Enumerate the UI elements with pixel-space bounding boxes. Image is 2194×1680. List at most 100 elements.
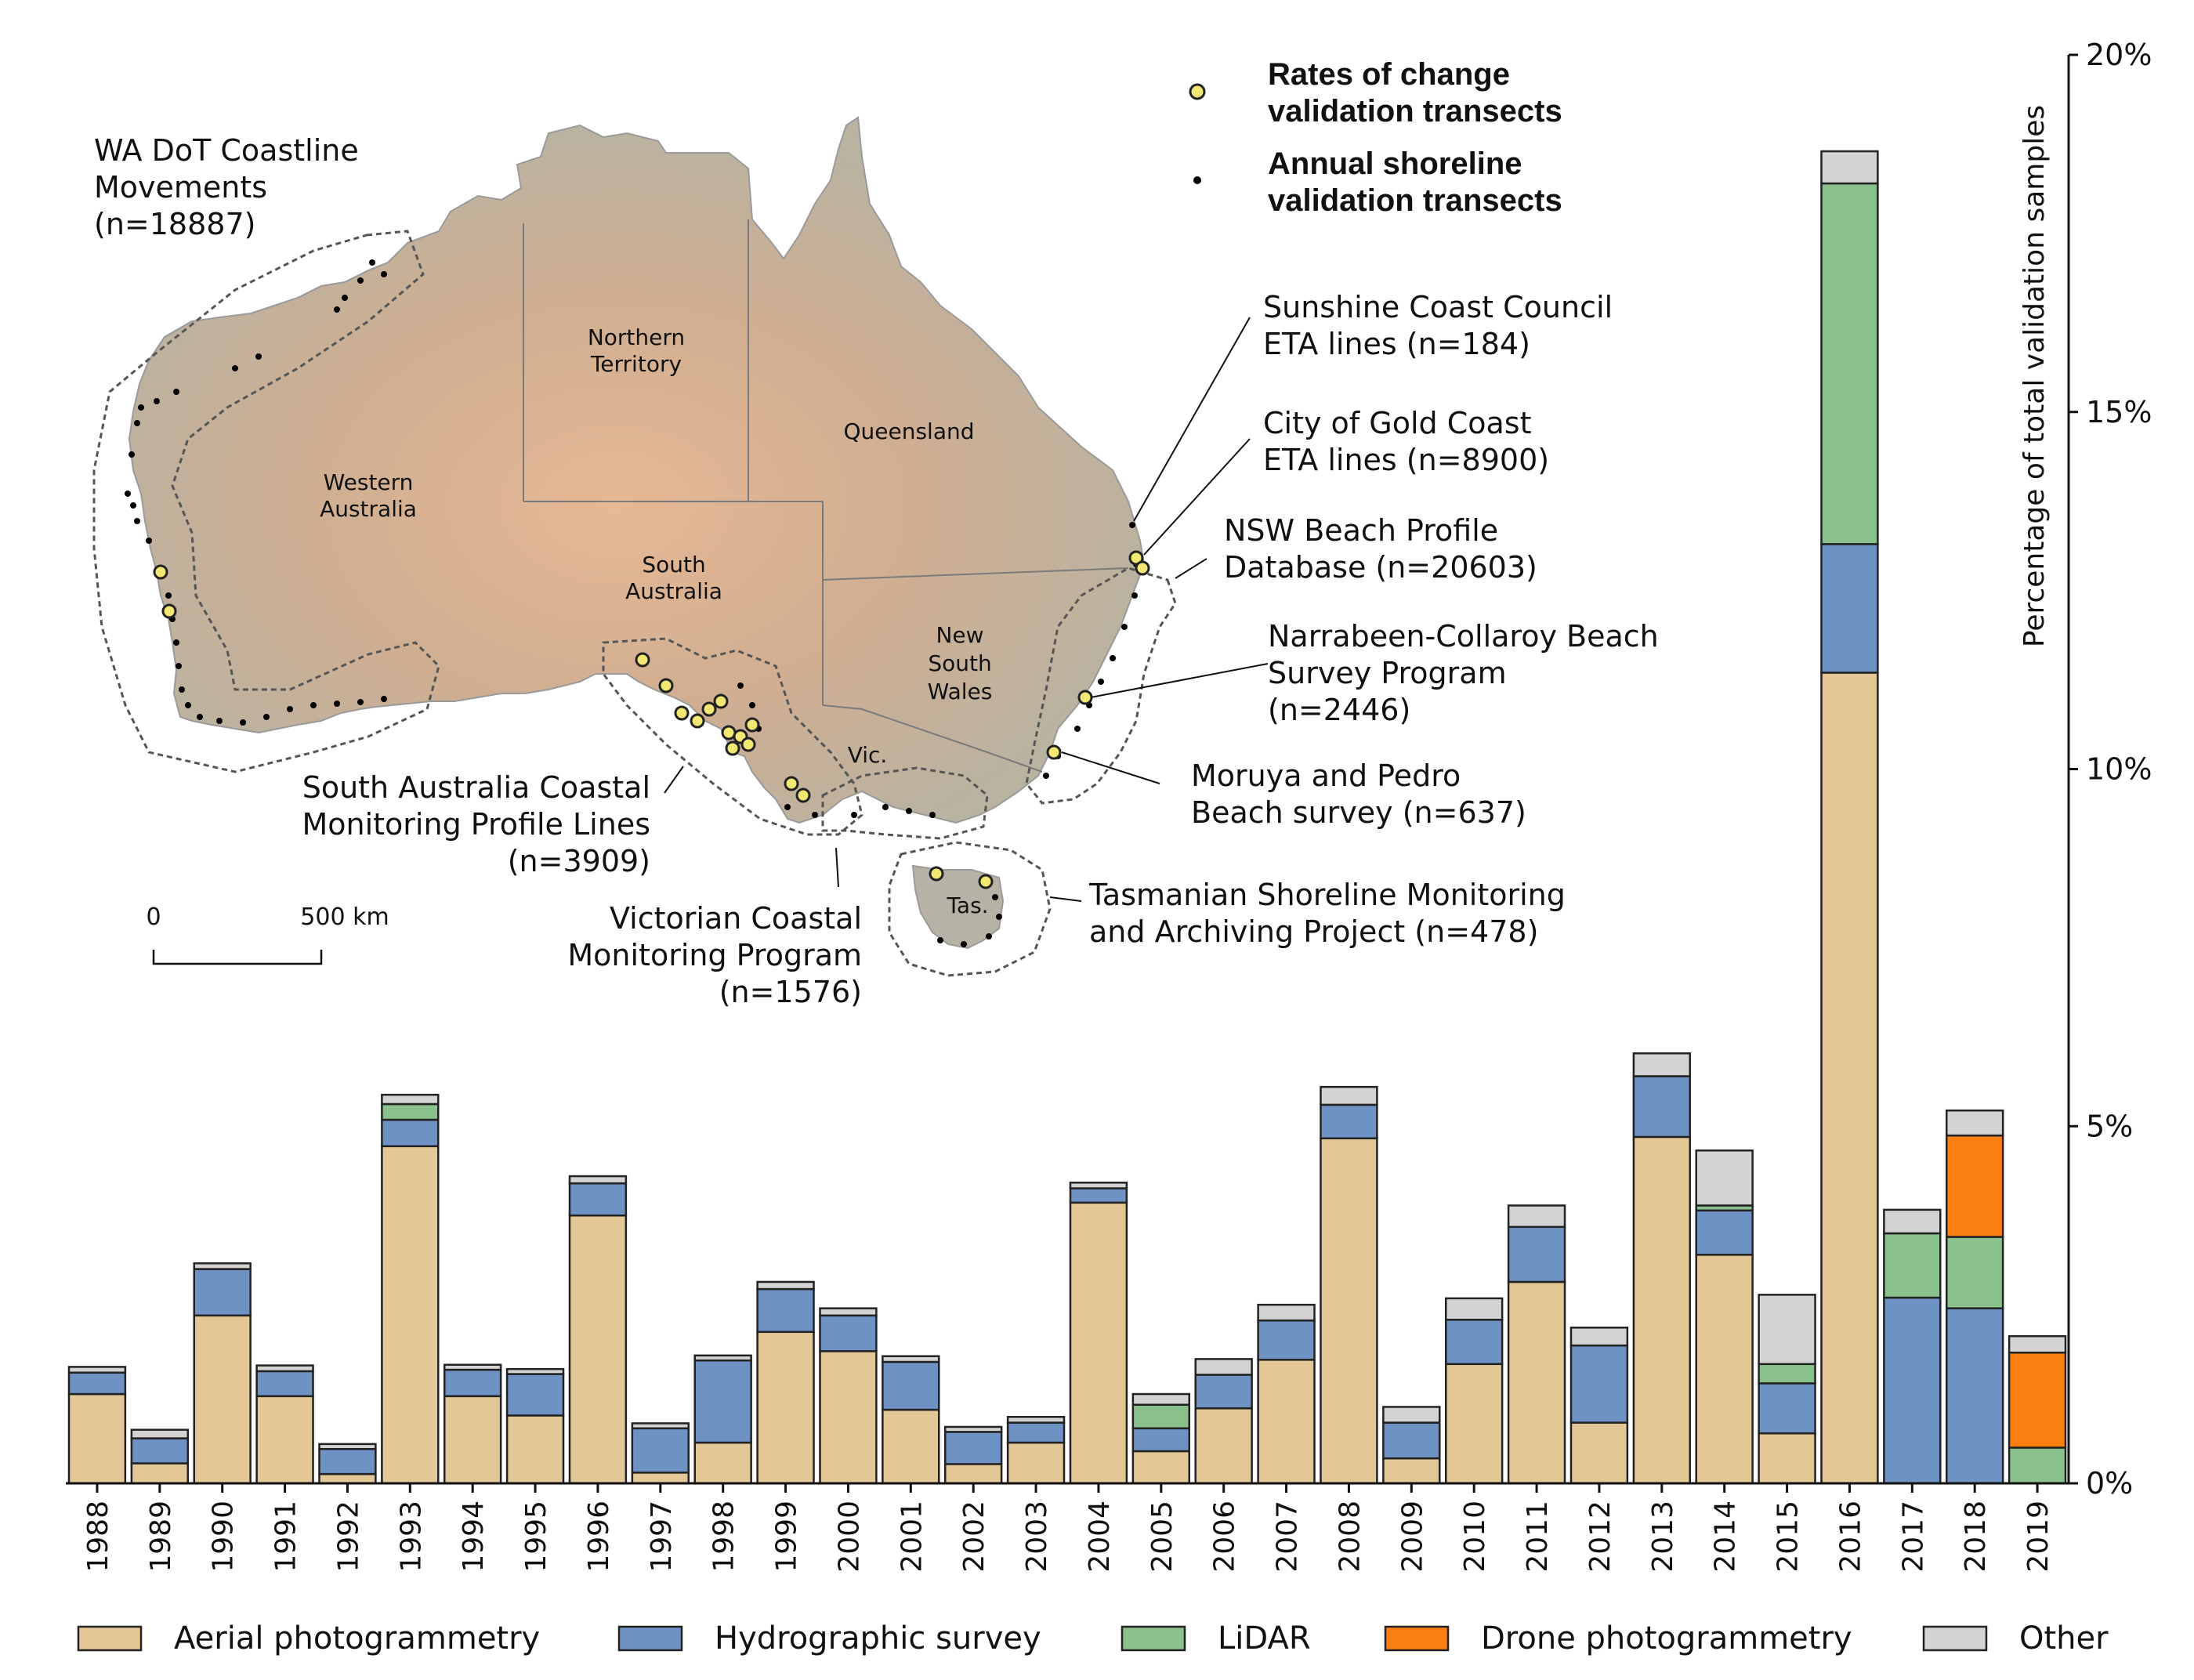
bar-2015-aerial-photogrammetry (1758, 1432, 1816, 1485)
legend-swatch-lidar (1121, 1625, 1186, 1652)
bar-2010-aerial-photogrammetry (1444, 1363, 1504, 1485)
scale-start: 0 (146, 903, 161, 931)
bar-2006-aerial-photogrammetry (1194, 1407, 1253, 1485)
legend-swatch-hydrographic-survey (617, 1625, 683, 1652)
australia-map: Northern Territory Queensland Western Aust… (92, 57, 1659, 1009)
bar-1990-aerial-photogrammetry (193, 1314, 252, 1485)
annotation-goldcoast: City of Gold Coast ETA lines (n=8900) (1263, 406, 1549, 477)
state-borders (523, 219, 1129, 773)
bar-2011-aerial-photogrammetry (1507, 1280, 1566, 1485)
bar-2005-hydrographic-survey (1131, 1427, 1191, 1453)
y-ticks: 0% 5% 10% 15% 20% (2069, 38, 2152, 1501)
bar-1989-aerial-photogrammetry (130, 1462, 190, 1485)
y-tick-label-5: 5% (2086, 1109, 2133, 1143)
bar-2018-hydrographic-survey (1945, 1307, 2004, 1485)
bar-1999-other (756, 1280, 815, 1291)
bar-2005-lidar (1131, 1403, 1191, 1430)
wa-outline (92, 230, 440, 773)
bar-2005-other (1131, 1392, 1191, 1406)
bar-2001-other (882, 1355, 940, 1363)
legend-label-aerial-photogrammetry: Aerial photogrammetry (174, 1620, 540, 1656)
bar-1991-hydrographic-survey (255, 1370, 314, 1398)
tas-outline (888, 841, 1052, 977)
legend-swatch-drone-photogrammetry (1384, 1625, 1450, 1652)
bar-1999-hydrographic-survey (756, 1287, 815, 1334)
bars (67, 150, 2067, 1485)
bar-1989-other (130, 1428, 190, 1439)
bar-1997-other (631, 1422, 690, 1430)
bar-1990-hydrographic-survey (193, 1268, 252, 1317)
bar-1989-hydrographic-survey (130, 1437, 190, 1465)
x-tick-label-2000: 2000 (833, 1501, 865, 1573)
bar-2004-hydrographic-survey (1069, 1187, 1128, 1204)
legend-label-other: Other (2019, 1620, 2109, 1656)
bar-chart: 1988 1989 1990 1991 1992 1993 1994 1995 1996 1997… (66, 38, 2152, 1656)
legend-label-drone-photogrammetry: Drone photogrammetry (1481, 1620, 1852, 1656)
bar-2005-aerial-photogrammetry (1131, 1450, 1191, 1485)
x-tick-label-1990: 1990 (208, 1501, 240, 1573)
bar-1998-hydrographic-survey (693, 1359, 752, 1444)
bar-2013-hydrographic-survey (1632, 1075, 1692, 1139)
bar-2014-hydrographic-survey (1695, 1209, 1754, 1256)
x-tick-label-1998: 1998 (708, 1501, 740, 1573)
annotation-vic: Victorian Coastal Monitoring Program (n=15… (567, 901, 862, 1009)
annotation-sunshine: Sunshine Coast Council ETA lines (n=184) (1263, 290, 1613, 361)
bar-1994-other (443, 1363, 502, 1371)
nsw-outline (1025, 567, 1177, 805)
x-tick-label-1999: 1999 (771, 1501, 803, 1573)
annotation-sa: South Australia Coastal Monitoring Profil… (302, 770, 650, 878)
x-tick-label-2013: 2013 (1647, 1501, 1679, 1573)
annotation-narrabeen: Narrabeen-Collaroy Beach Survey Program (n… (1268, 619, 1659, 727)
annotation-moruya: Moruya and Pedro Beach survey (n=637) (1191, 759, 1526, 830)
bar-2004-aerial-photogrammetry (1069, 1201, 1128, 1485)
x-ticks: 1988 1989 1990 1991 1992 1993 1994 1995 1996 1997… (82, 1483, 2055, 1573)
bar-1995-aerial-photogrammetry (505, 1414, 565, 1485)
x-tick-label-1989: 1989 (145, 1501, 177, 1573)
x-tick-label-2017: 2017 (1897, 1501, 1929, 1573)
y-tick-label-0: 0% (2086, 1466, 2133, 1501)
bar-2015-lidar (1758, 1363, 1816, 1385)
bar-1988-aerial-photogrammetry (67, 1392, 127, 1485)
bar-2006-hydrographic-survey (1194, 1374, 1253, 1410)
sa-outline (602, 637, 863, 836)
bar-1993-aerial-photogrammetry (381, 1145, 440, 1485)
x-tick-label-1993: 1993 (395, 1501, 427, 1573)
x-tick-label-2004: 2004 (1084, 1501, 1116, 1573)
bar-2018-drone-photogrammetry (1945, 1134, 2004, 1238)
bar-2003-aerial-photogrammetry (1006, 1441, 1066, 1485)
bar-2017-hydrographic-survey (1883, 1296, 1942, 1485)
bar-2007-aerial-photogrammetry (1257, 1359, 1316, 1485)
bar-2002-hydrographic-survey (943, 1431, 1003, 1465)
x-tick-label-1994: 1994 (458, 1501, 490, 1573)
bar-2011-hydrographic-survey (1507, 1226, 1566, 1284)
x-tick-label-1991: 1991 (270, 1501, 302, 1573)
x-tick-label-1992: 1992 (332, 1501, 364, 1573)
label-tasmania: Tas. (946, 892, 988, 918)
bar-2001-aerial-photogrammetry (882, 1408, 940, 1485)
bar-2008-aerial-photogrammetry (1320, 1137, 1378, 1485)
legend-annual-label: Annual shoreline validation transects (1268, 147, 1562, 218)
x-tick-label-2016: 2016 (1834, 1501, 1866, 1573)
bar-2009-aerial-photogrammetry (1382, 1457, 1441, 1485)
x-tick-label-2001: 2001 (896, 1501, 928, 1573)
bar-2009-other (1382, 1406, 1441, 1424)
legend-rates-label: Rates of change validation transects (1268, 57, 1562, 129)
bar-2014-other (1695, 1149, 1754, 1207)
label-western-australia: Western Australia (320, 469, 417, 522)
bar-2017-other (1883, 1208, 1942, 1235)
bar-1992-other (318, 1443, 377, 1450)
y-axis-label: Percentage of total validation samples (2018, 105, 2051, 647)
bar-1997-aerial-photogrammetry (631, 1472, 690, 1485)
y-tick-label-15: 15% (2086, 395, 2152, 429)
x-tick-label-2018: 2018 (1960, 1501, 1992, 1573)
x-tick-label-1997: 1997 (646, 1501, 678, 1573)
x-tick-label-2010: 2010 (1459, 1501, 1491, 1573)
region-outlines (92, 230, 1177, 977)
bar-2011-other (1507, 1204, 1566, 1229)
legend-swatch-other (1922, 1625, 1988, 1652)
bar-2012-hydrographic-survey (1569, 1344, 1629, 1424)
bar-1996-aerial-photogrammetry (568, 1214, 628, 1485)
bar-2019-lidar (2008, 1446, 2067, 1485)
legend-swatch-aerial-photogrammetry (77, 1625, 143, 1652)
